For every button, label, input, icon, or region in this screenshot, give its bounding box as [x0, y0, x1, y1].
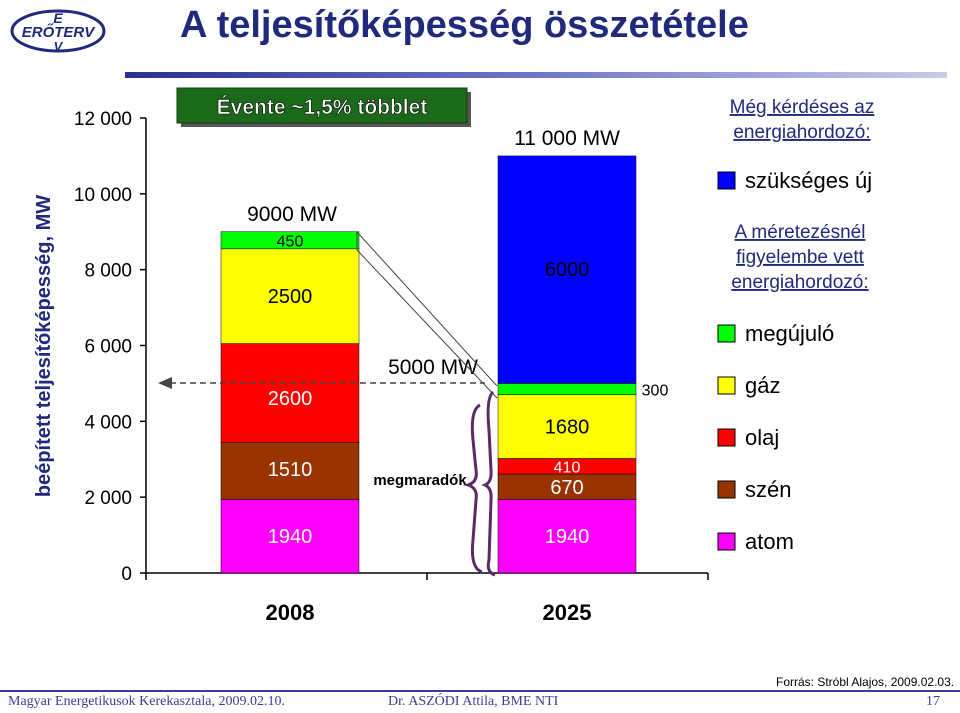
segment-label: 450	[277, 233, 304, 250]
axes: 0 2 000 4 000 6 000 8 000 10 000 12 000	[74, 109, 709, 585]
footer-rule	[0, 690, 960, 692]
logo-letter-e: E	[53, 10, 63, 26]
bar-2008-atom	[220, 499, 360, 574]
title-rule	[125, 72, 947, 78]
segment-label: 1510	[268, 459, 313, 481]
legend-swatch	[717, 376, 736, 395]
y-tick-label: 12 000	[74, 109, 132, 130]
connector-lines	[356, 231, 498, 399]
legend-label: megújuló	[745, 321, 834, 346]
remaining-total: 5000 MW	[388, 356, 478, 379]
page-number: 17	[926, 694, 940, 709]
y-tick-label: 8 000	[84, 261, 132, 282]
legend-swatch	[717, 428, 736, 447]
bar-2025-szükséges új	[497, 155, 637, 384]
legend-label: szükséges új	[745, 168, 872, 193]
bars	[220, 155, 637, 574]
legend-swatch	[717, 324, 736, 343]
x-tick-label: 2008	[266, 600, 315, 625]
x-tick-label: 2025	[543, 600, 592, 625]
legend-header-question-2: energiahordozó:	[733, 122, 870, 143]
legend-label: olaj	[745, 425, 779, 450]
brace-remaining	[462, 403, 483, 574]
bar-2008-szén	[220, 441, 360, 500]
y-tick-label: 6 000	[84, 337, 132, 358]
segment-label: 410	[554, 459, 581, 476]
bar-2025-gáz	[497, 394, 637, 459]
legend-swatch	[717, 480, 736, 499]
y-tick-label: 2 000	[84, 488, 132, 509]
segment-label: 1940	[268, 526, 313, 548]
segment-label: 6000	[545, 259, 590, 281]
page-title: A teljesítőképesség összetétele	[180, 4, 749, 46]
bar-2008-megújuló	[220, 231, 360, 250]
legend-label: gáz	[745, 373, 780, 398]
growth-box-text: Évente ~1,5% többlet	[217, 96, 428, 119]
growth-box	[176, 87, 468, 124]
segment-label: 2600	[268, 388, 313, 410]
bar-2025-szén	[497, 473, 637, 500]
y-tick-label: 4 000	[84, 412, 132, 433]
footer-author: Dr. ASZÓDI Attila, BME NTI	[388, 694, 559, 709]
legend-header-considered-1: A méretezésnél	[735, 222, 866, 243]
brace-2025	[481, 390, 496, 577]
footer-event: Magyar Energetikusok Kerekasztala, 2009.…	[8, 694, 285, 709]
segment-label: 300	[642, 382, 669, 399]
legend: szükséges új megújuló gáz olaj szén atom	[717, 168, 872, 554]
source-note: Forrás: Stróbl Alajos, 2009.02.03.	[776, 675, 955, 689]
legend-header-question-1: Még kérdéses az	[730, 97, 875, 118]
bar-2025-atom	[497, 499, 637, 574]
y-tick-label: 0	[121, 564, 132, 585]
remaining-label: megmaradók	[373, 472, 467, 489]
bar-2008-gáz	[220, 248, 360, 344]
eroterv-logo: E ERŐTERV V	[10, 9, 106, 54]
remaining-arrow	[158, 377, 485, 389]
legend-swatch	[717, 171, 736, 190]
legend-label: atom	[745, 529, 794, 554]
y-axis-label: beépített teljesítőképesség, MW	[33, 195, 55, 497]
legend-header-considered-3: energiahordozó:	[731, 272, 868, 293]
segment-label: 1680	[545, 417, 590, 439]
segment-label: 2500	[268, 286, 313, 308]
legend-header-considered-2: figyelembe vett	[736, 247, 865, 268]
total-label-2025: 11 000 MW	[514, 127, 620, 150]
legend-swatch	[717, 532, 736, 551]
legend-label: szén	[745, 477, 791, 502]
bar-2025-megújuló	[497, 383, 637, 396]
segment-label: 1940	[545, 526, 590, 548]
logo-wordmark: ERŐTERV	[22, 23, 97, 41]
y-tick-label: 10 000	[74, 185, 132, 206]
logo-letter-v: V	[54, 39, 64, 54]
segment-label: 670	[550, 477, 583, 499]
bar-2008-olaj	[220, 343, 360, 443]
total-label-2008: 9000 MW	[247, 203, 337, 226]
